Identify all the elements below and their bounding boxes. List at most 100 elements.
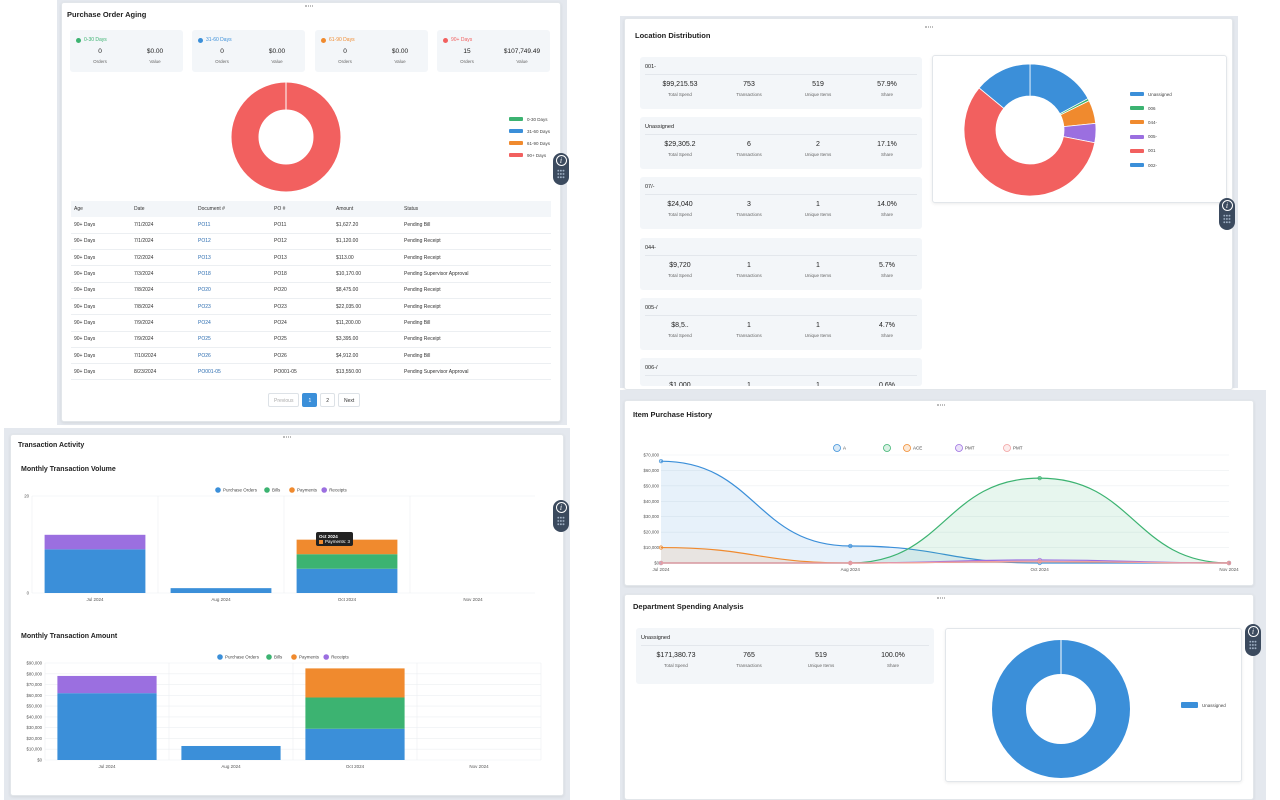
table-row[interactable]: 90+ Days 7/9/2024 PO24 PO24 $11,200.00 Pendin… — [71, 314, 551, 332]
table-row[interactable]: 90+ Days 7/3/2024 PO18 PO18 $10,170.00 Pendin… — [71, 265, 551, 283]
table-row[interactable]: 90+ Days 7/9/2024 PO25 PO25 $3,395.00 Pending… — [71, 331, 551, 348]
column-header[interactable]: Document # — [195, 201, 271, 217]
column-header[interactable]: Amount — [333, 201, 401, 217]
info-button[interactable]: i — [1245, 624, 1261, 656]
document-link[interactable]: PO18 — [195, 265, 271, 283]
table-row[interactable]: 90+ Days 8/23/2024 PO001-05 PO001-05 $13,550… — [71, 363, 551, 381]
table-cell: 7/8/2024 — [131, 298, 195, 316]
page-1-button[interactable]: 1 — [302, 393, 318, 407]
bar-segment[interactable] — [57, 675, 157, 694]
bar-segment[interactable] — [305, 728, 405, 760]
info-button[interactable]: i — [1219, 198, 1235, 230]
document-link[interactable]: PO25 — [195, 331, 271, 348]
bar-segment[interactable] — [170, 588, 272, 593]
legend-item[interactable]: 006 — [1130, 101, 1172, 115]
bar-segment[interactable] — [296, 568, 398, 593]
legend-item[interactable]: 044- — [1130, 115, 1172, 129]
series-line[interactable] — [661, 560, 1230, 564]
legend-item[interactable]: 31-60 Days — [509, 125, 550, 137]
legend-item[interactable]: A — [833, 444, 847, 452]
table-row[interactable]: 90+ Days 7/8/2024 PO23 PO23 $22,035.00 Pendin… — [71, 298, 551, 316]
legend-item[interactable]: Payments — [291, 654, 320, 660]
legend-item[interactable]: Bills — [266, 654, 283, 660]
column-header[interactable]: Date — [131, 201, 195, 217]
info-button[interactable]: i — [553, 500, 569, 532]
stat-value: $29,305.2 — [664, 141, 696, 148]
legend-item[interactable]: 001 — [1130, 144, 1172, 158]
legend-item[interactable]: PMT — [1003, 444, 1023, 452]
data-point[interactable] — [848, 543, 853, 549]
document-link[interactable]: PO24 — [195, 314, 271, 332]
data-point[interactable] — [658, 560, 664, 566]
document-link[interactable]: PO23 — [195, 298, 271, 316]
legend-item[interactable]: Purchase Orders — [215, 487, 258, 493]
bar-segment[interactable] — [57, 693, 157, 760]
legend-label: Purchase Orders — [223, 488, 258, 493]
bar-segment[interactable] — [305, 697, 405, 729]
table-row[interactable]: 90+ Days 7/2/2024 PO13 PO13 $113.00 Pending R… — [71, 249, 551, 267]
legend-item[interactable]: 002- — [1130, 158, 1172, 172]
document-link[interactable]: PO11 — [195, 217, 271, 234]
legend-item[interactable]: 005- — [1130, 130, 1172, 144]
data-point[interactable] — [1226, 560, 1232, 566]
next-page-button[interactable]: Next — [338, 393, 361, 407]
column-header[interactable]: Status — [401, 201, 551, 217]
data-point[interactable] — [1037, 559, 1042, 564]
department-legend: Unassigned — [1181, 699, 1226, 711]
stat-spend: $24,040 Total Spend — [645, 201, 715, 217]
location-donut-slice[interactable] — [963, 87, 1096, 197]
legend-item[interactable]: Payments — [289, 487, 318, 493]
drag-handle[interactable] — [925, 26, 933, 28]
stat-value: $1,000 — [669, 382, 691, 386]
location-title: Location Distribution — [635, 31, 711, 40]
table-row[interactable]: 90+ Days 7/1/2024 PO12 PO12 $1,120.00 Pending… — [71, 233, 551, 251]
location-donut-slice[interactable] — [978, 63, 1031, 109]
legend-item[interactable]: Unassigned — [1181, 699, 1226, 711]
table-row[interactable]: 90+ Days 7/8/2024 PO20 PO20 $8,475.00 Pending… — [71, 282, 551, 299]
stat-spend: $1,000Total Spend — [645, 382, 715, 386]
legend-item[interactable]: 0-30 Days — [509, 113, 550, 125]
page-2-button[interactable]: 2 — [320, 393, 336, 407]
legend-item[interactable]: Receipts — [323, 654, 349, 660]
data-point[interactable] — [658, 459, 664, 464]
y-tick-label: 20 — [24, 494, 29, 499]
bar-segment[interactable] — [305, 668, 405, 698]
legend-item[interactable]: Unassigned — [1130, 87, 1172, 101]
legend-item[interactable]: Bills — [264, 487, 281, 493]
document-link[interactable]: PO20 — [195, 282, 271, 299]
drag-handle[interactable] — [283, 436, 291, 438]
table-row[interactable]: 90+ Days 7/1/2024 PO11 PO11 $1,627.20 Pending… — [71, 217, 551, 234]
drag-handle[interactable] — [937, 597, 945, 599]
data-point[interactable] — [1037, 476, 1042, 481]
x-tick-label: Nov 2024 — [469, 764, 489, 769]
legend-item[interactable]: Purchase Orders — [217, 654, 260, 660]
previous-page-button[interactable]: Previous — [268, 393, 300, 407]
legend-item[interactable]: ACE — [903, 444, 923, 452]
drag-handle[interactable] — [305, 5, 313, 7]
bar-segment[interactable] — [44, 549, 146, 593]
legend-item[interactable]: Receipts — [321, 487, 347, 493]
document-link[interactable]: PO26 — [195, 347, 271, 365]
table-row[interactable]: 90+ Days 7/10/2024 PO26 PO26 $4,912.00 Pendin… — [71, 347, 551, 365]
grid-dots-icon — [557, 169, 565, 179]
legend-item[interactable]: 90+ Days — [509, 149, 550, 161]
column-header[interactable]: Age — [71, 201, 131, 217]
info-button[interactable]: i — [553, 153, 569, 185]
series-line[interactable] — [660, 460, 1229, 564]
document-link[interactable]: PO12 — [195, 233, 271, 251]
drag-handle[interactable] — [937, 404, 945, 406]
location-name: 044- — [645, 245, 657, 251]
volume-chart: Purchase Orders Bills Payments Receipts 20 0 J… — [24, 487, 535, 602]
data-point[interactable] — [658, 545, 664, 550]
legend-item[interactable]: 61-90 Days — [509, 137, 550, 149]
bar-segment[interactable] — [44, 534, 146, 550]
bar-segment[interactable] — [181, 745, 281, 760]
document-link[interactable]: PO001-05 — [195, 363, 271, 381]
legend-item[interactable]: PMT — [955, 444, 975, 452]
legend-item[interactable] — [883, 444, 891, 452]
document-link[interactable]: PO13 — [195, 249, 271, 267]
bar-segment[interactable] — [296, 554, 398, 569]
divider — [645, 74, 917, 75]
data-point[interactable] — [848, 560, 853, 566]
column-header[interactable]: PO # — [271, 201, 333, 217]
